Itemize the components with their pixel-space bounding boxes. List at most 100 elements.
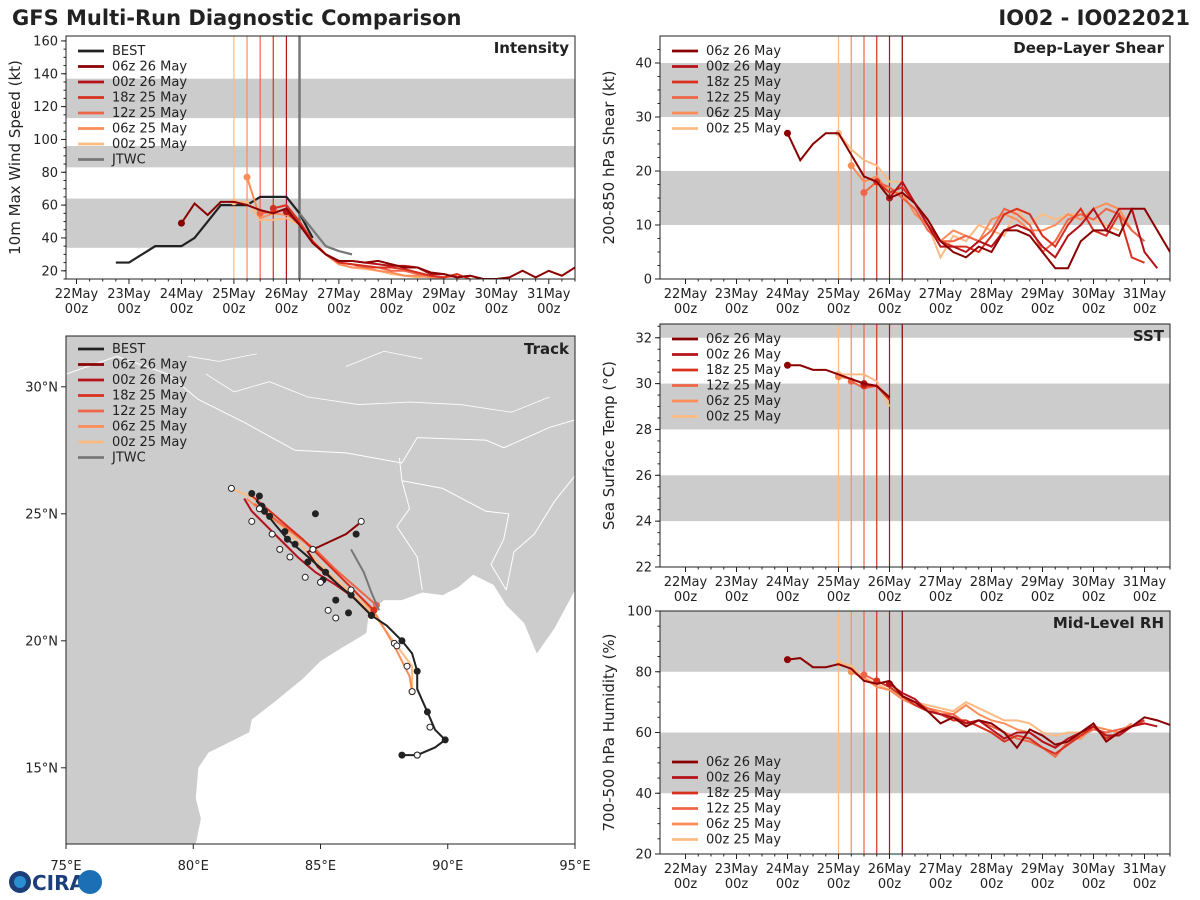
series-line xyxy=(273,203,471,279)
series-line xyxy=(837,132,1120,260)
intensity-panel: 2040608010012014016022May00z23May00z24Ma… xyxy=(6,34,576,317)
series-init-dot xyxy=(177,219,185,227)
shaded-band xyxy=(660,324,1170,338)
x-tick-hour: 00z xyxy=(1082,590,1106,605)
panel-title: Intensity xyxy=(494,39,570,57)
axes-frame xyxy=(65,35,576,280)
lon-tick-label: 95°E xyxy=(559,859,590,874)
legend-label: 18z 25 May xyxy=(706,363,781,378)
lon-tick-label: 75°E xyxy=(50,859,81,874)
track-open-marker xyxy=(426,723,434,731)
x-tick-day: 22May xyxy=(664,287,708,302)
country-border xyxy=(401,480,510,591)
series-init-dot xyxy=(784,129,791,137)
series-init-dot xyxy=(784,656,791,664)
river-line xyxy=(345,350,423,367)
x-tick-hour: 00z xyxy=(878,590,902,605)
x-tick-day: 25May xyxy=(817,287,861,302)
legend-label: 00z 26 May xyxy=(112,373,187,388)
track-open-marker xyxy=(248,517,256,525)
track-open-marker xyxy=(317,578,324,586)
legend-label: 06z 25 May xyxy=(706,394,781,409)
track-open-marker xyxy=(276,545,284,553)
y-axis-label: 200-850 hPa Shear (kt) xyxy=(600,71,618,245)
y-tick-label: 80 xyxy=(41,166,58,181)
logo-agency-icon xyxy=(78,870,102,894)
series-line xyxy=(888,180,1159,269)
x-tick-day: 29May xyxy=(1021,862,1065,877)
x-tick-hour: 00z xyxy=(776,590,800,605)
x-tick-day: 31May xyxy=(1123,287,1167,302)
x-tick-day: 27May xyxy=(919,862,963,877)
best-track-dot xyxy=(322,568,330,576)
track-position-dot xyxy=(311,510,319,518)
legend-label: 00z 25 May xyxy=(706,833,781,848)
x-tick-hour: 00z xyxy=(485,302,509,317)
x-tick-day: 29May xyxy=(422,287,466,302)
lon-tick-label: 90°E xyxy=(432,859,463,874)
x-tick-hour: 00z xyxy=(327,302,351,317)
x-tick-hour: 00z xyxy=(929,302,953,317)
panel-title: Deep-Layer Shear xyxy=(1013,39,1164,57)
logo-text: CIRA xyxy=(32,871,86,895)
legend-label: 12z 25 May xyxy=(112,404,187,419)
legend-label: 06z 26 May xyxy=(706,755,781,770)
river-line xyxy=(205,373,550,413)
track-open-marker xyxy=(227,484,235,492)
y-tick-label: 22 xyxy=(635,561,652,576)
y-tick-label: 60 xyxy=(635,726,652,741)
y-tick-label: 40 xyxy=(41,231,58,246)
x-tick-day: 24May xyxy=(766,575,810,590)
series-line xyxy=(787,657,1170,750)
best-track-dot xyxy=(413,667,421,675)
x-tick-hour: 00z xyxy=(776,302,800,317)
y-tick-label: 40 xyxy=(635,57,652,72)
track-open-marker xyxy=(347,586,355,594)
y-tick-label: 28 xyxy=(635,423,652,438)
lat-tick-label: 30°N xyxy=(25,380,58,395)
x-tick-day: 26May xyxy=(265,287,309,302)
x-tick-hour: 00z xyxy=(827,590,851,605)
y-axis-label: 10m Max Wind Speed (kt) xyxy=(6,60,24,255)
track-open-marker xyxy=(268,530,276,538)
x-tick-day: 26May xyxy=(868,287,912,302)
panel-title: Track xyxy=(524,340,570,358)
x-tick-day: 22May xyxy=(55,287,99,302)
shaded-band xyxy=(660,611,1170,672)
best-track-dot xyxy=(367,611,375,619)
x-tick-hour: 00z xyxy=(1133,877,1157,892)
lat-tick-label: 25°N xyxy=(25,507,58,522)
x-tick-hour: 00z xyxy=(1082,877,1106,892)
x-tick-hour: 00z xyxy=(827,877,851,892)
legend-label: 18z 25 May xyxy=(706,786,781,801)
x-tick-day: 28May xyxy=(970,575,1014,590)
legend-label: 00z 26 May xyxy=(706,771,781,786)
country-border xyxy=(66,355,575,464)
legend-label: 06z 26 May xyxy=(112,358,187,373)
y-tick-label: 140 xyxy=(33,67,58,82)
x-tick-hour: 00z xyxy=(725,877,749,892)
track-position-dot xyxy=(304,558,312,566)
series-init-dot xyxy=(269,204,277,212)
plot-area xyxy=(66,36,575,279)
legend-label: BEST xyxy=(112,44,145,59)
x-tick-day: 25May xyxy=(212,287,256,302)
y-tick-label: 10 xyxy=(635,219,652,234)
best-track-dot xyxy=(255,492,263,500)
legend-label: 12z 25 May xyxy=(706,379,781,394)
x-tick-day: 30May xyxy=(1072,287,1116,302)
best-track-line xyxy=(115,195,314,264)
shear-panel: 01020304022May00z23May00z24May00z25May00… xyxy=(600,35,1171,317)
series-line xyxy=(180,200,575,279)
x-tick-hour: 00z xyxy=(980,877,1004,892)
x-tick-day: 27May xyxy=(317,287,361,302)
x-tick-hour: 00z xyxy=(674,590,698,605)
best-track-dot xyxy=(423,708,431,716)
best-track-dot xyxy=(398,637,406,645)
x-tick-day: 26May xyxy=(868,862,912,877)
legend-label: 00z 26 May xyxy=(112,75,187,90)
x-tick-day: 27May xyxy=(919,575,963,590)
lon-tick-label: 85°E xyxy=(305,859,336,874)
y-tick-label: 160 xyxy=(33,34,58,49)
y-tick-label: 40 xyxy=(635,787,652,802)
